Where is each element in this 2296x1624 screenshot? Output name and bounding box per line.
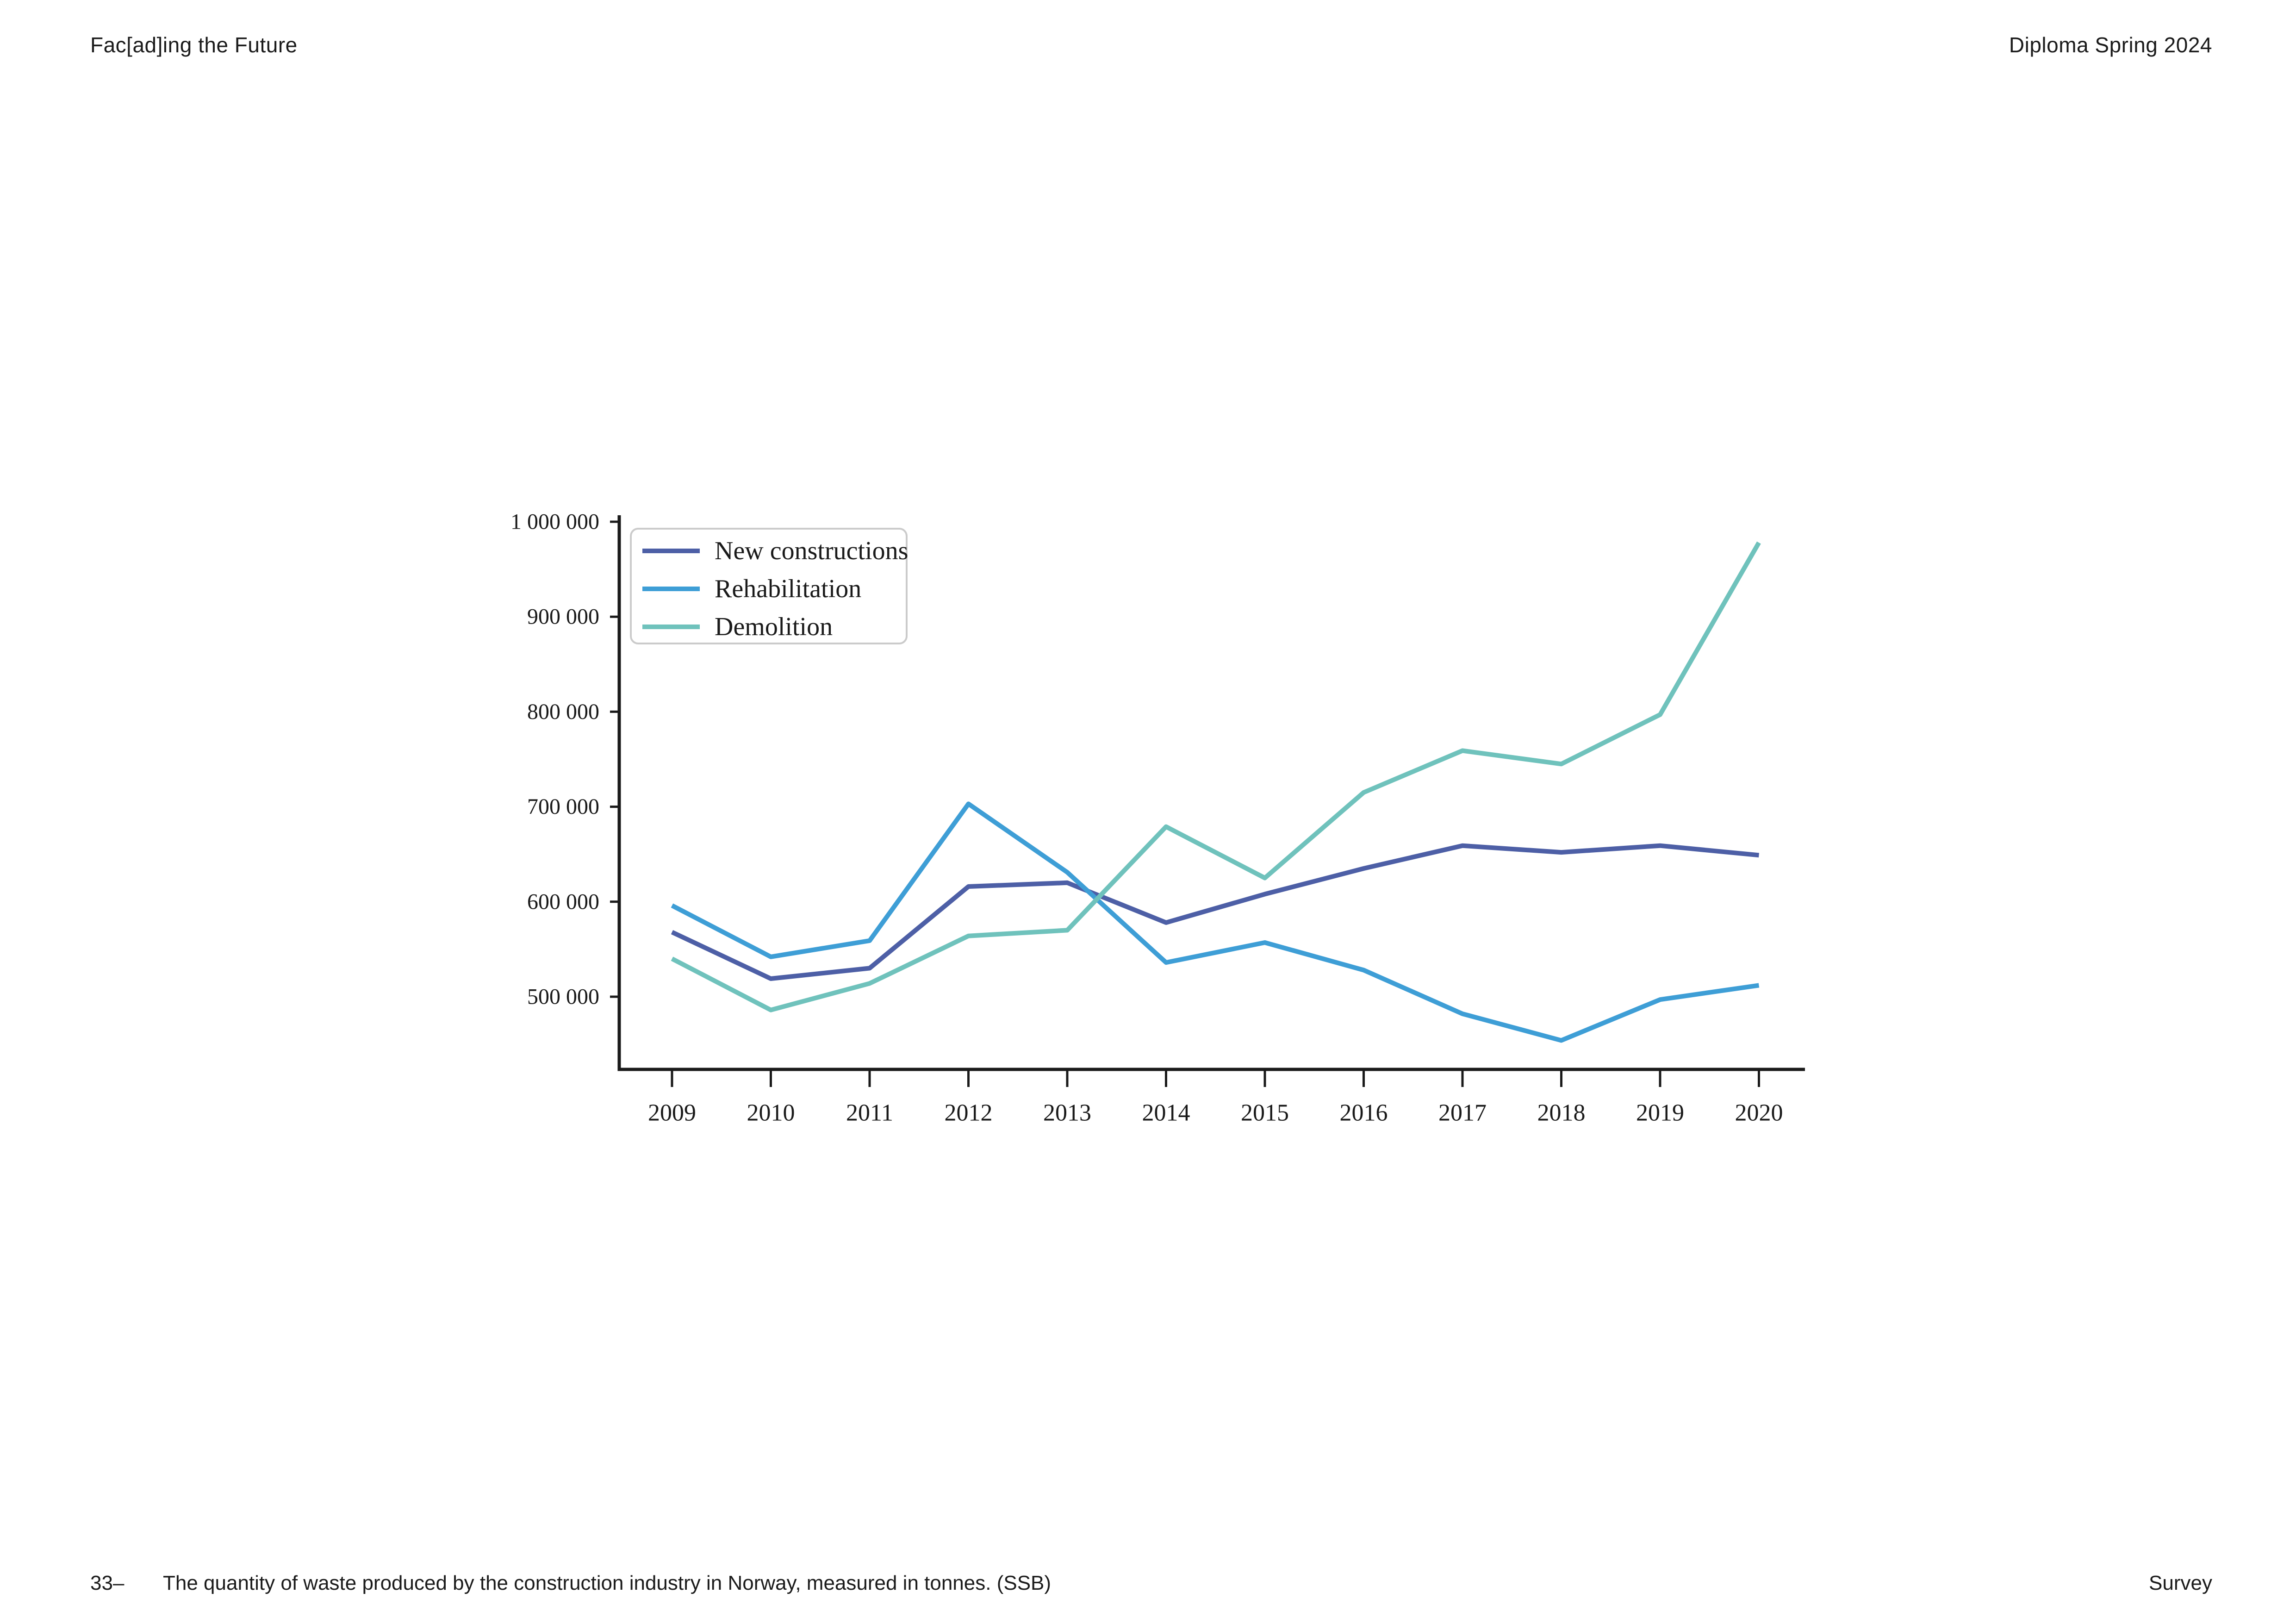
x-axis-tick-label: 2016 <box>1340 1100 1388 1126</box>
x-axis-tick-label: 2013 <box>1043 1100 1091 1126</box>
document-title: Fac[ad]ing the Future <box>90 33 298 57</box>
series-line-new-constructions <box>671 843 1759 981</box>
axis-spines <box>617 515 1805 1071</box>
x-axis-tick-label: 2010 <box>747 1100 795 1126</box>
x-axis-tick-label: 2011 <box>846 1100 893 1126</box>
x-axis-tick-label: 2017 <box>1438 1100 1487 1126</box>
legend-label-rehabilitation: Rehabilitation <box>715 575 861 603</box>
y-axis-tick-label: 1 000 000 <box>510 510 599 534</box>
x-axis-tick-label: 2012 <box>945 1100 993 1126</box>
x-axis-tick-label: 2019 <box>1636 1100 1684 1126</box>
x-axis-tick-label: 2015 <box>1241 1100 1289 1126</box>
legend-label-demolition: Demolition <box>715 612 833 641</box>
x-axis-tick-label: 2014 <box>1142 1100 1190 1126</box>
x-axis-tick-label: 2020 <box>1735 1100 1783 1126</box>
y-axis-tick-label: 900 000 <box>527 605 599 629</box>
y-axis-tick-label: 800 000 <box>527 700 599 724</box>
series-line-rehabilitation <box>671 801 1760 1043</box>
figure-number: 33– <box>90 1572 124 1594</box>
y-axis-tick-label: 600 000 <box>527 889 599 914</box>
edition-label: Diploma Spring 2024 <box>2009 33 2212 57</box>
y-axis-tick-label: 700 000 <box>527 794 599 819</box>
x-axis-tick-label: 2009 <box>648 1100 696 1126</box>
legend-label-new-constructions: New constructions <box>715 537 908 565</box>
legend-box <box>630 528 908 644</box>
series-line-demolition <box>671 541 1761 1012</box>
x-axis-tick-label: 2018 <box>1537 1100 1586 1126</box>
figure-caption: The quantity of waste produced by the co… <box>163 1572 1052 1594</box>
section-label: Survey <box>2149 1572 2212 1594</box>
y-axis-tick-label: 500 000 <box>527 985 599 1009</box>
